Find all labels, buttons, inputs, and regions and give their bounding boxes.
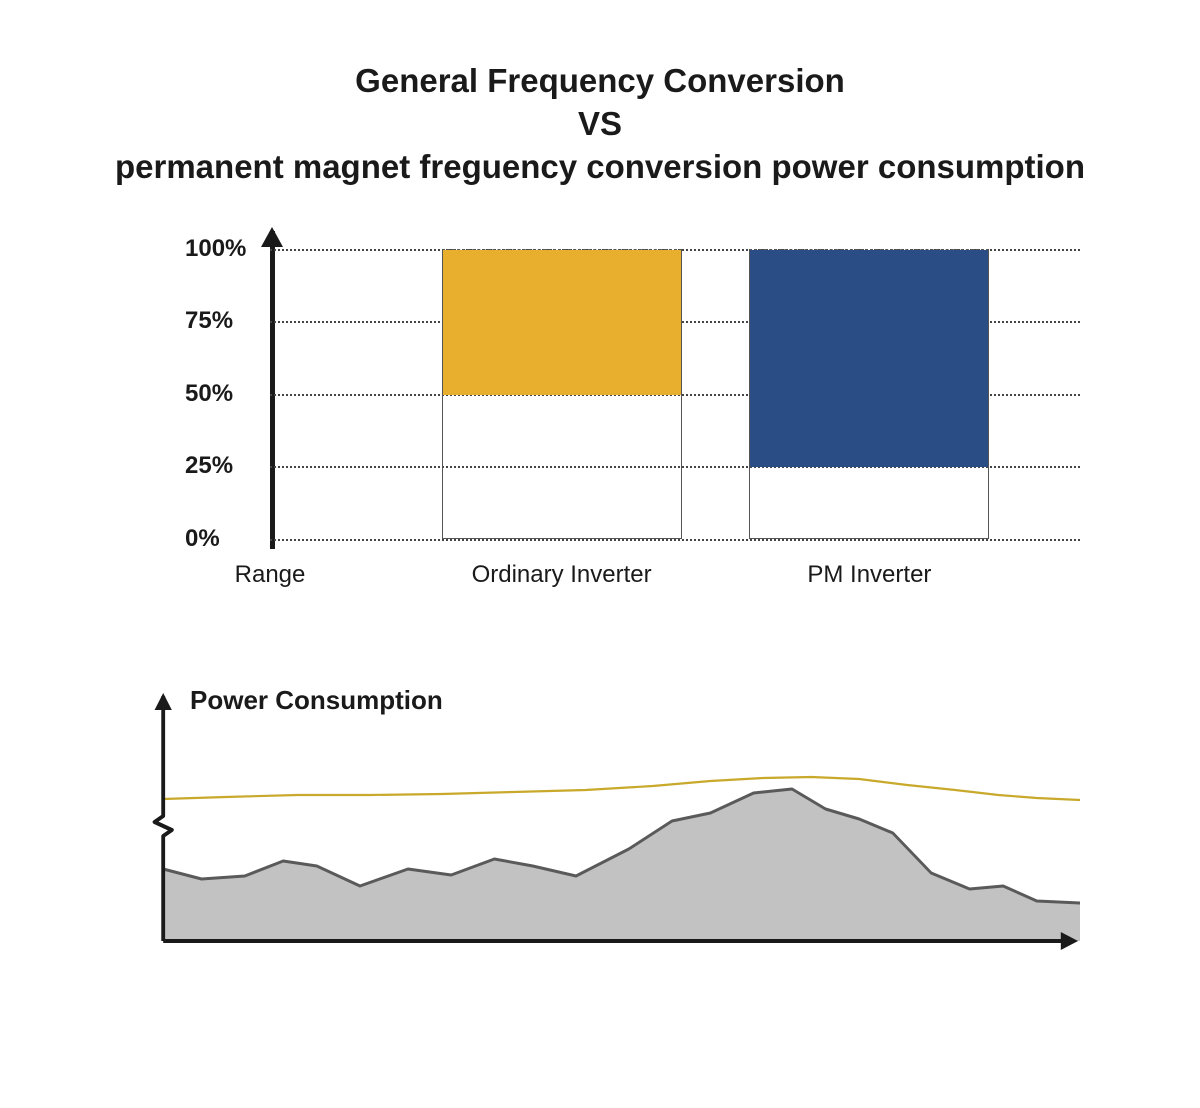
y-axis-arrowhead-icon xyxy=(261,227,283,247)
y-axis-label: Range xyxy=(235,561,306,589)
y-tick-label: 100% xyxy=(185,235,260,263)
line-chart-svg xyxy=(120,691,1080,951)
bar-slot xyxy=(749,249,989,539)
page-title: General Frequency Conversion VS permanen… xyxy=(80,60,1120,189)
bar-chart-plot-area: 0%25%50%75%100% xyxy=(270,249,1080,539)
power-consumption-chart: Power Consumption xyxy=(120,691,1080,951)
y-tick-label: 50% xyxy=(185,380,260,408)
bar-label: PM Inverter xyxy=(807,561,931,589)
bar-label: Ordinary Inverter xyxy=(472,561,652,589)
range-bar-chart: 0%25%50%75%100% Range Ordinary Inverter PM… xyxy=(120,249,1080,601)
title-line-3: permanent magnet freguency conversion po… xyxy=(115,148,1085,185)
y-tick-label: 25% xyxy=(185,452,260,480)
bar-chart-x-labels: Range Ordinary Inverter PM Inverter xyxy=(190,561,1080,601)
y-tick-label: 75% xyxy=(185,307,260,335)
title-line-1: General Frequency Conversion xyxy=(355,62,845,99)
bar-fill xyxy=(750,250,988,468)
title-line-2: VS xyxy=(578,105,622,142)
bar-slot xyxy=(442,249,682,539)
series-upper_line xyxy=(163,777,1080,800)
y-axis-arrowhead-icon xyxy=(155,693,172,710)
y-tick-label: 0% xyxy=(185,525,260,553)
gridline xyxy=(270,539,1080,541)
bar-fill xyxy=(443,250,681,395)
